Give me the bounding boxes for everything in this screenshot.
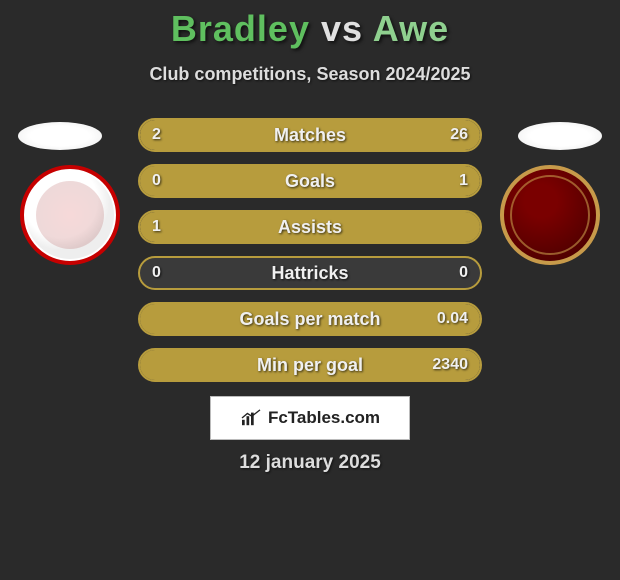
player1-name: Bradley bbox=[171, 8, 310, 49]
vs-separator: vs bbox=[321, 8, 363, 49]
stat-row-hattricks: 0 Hattricks 0 bbox=[138, 256, 482, 290]
club-crest-left bbox=[20, 165, 120, 265]
date-label: 12 january 2025 bbox=[0, 452, 620, 474]
stat-row-goals-per-match: Goals per match 0.04 bbox=[138, 302, 482, 336]
stat-row-goals: 0 Goals 1 bbox=[138, 164, 482, 198]
club-crest-right bbox=[500, 165, 600, 265]
stat-label: Goals per match bbox=[140, 304, 480, 334]
stat-value-right: 2340 bbox=[432, 350, 468, 380]
flag-right bbox=[518, 122, 602, 150]
stats-container: 2 Matches 26 0 Goals 1 1 Assists 0 Hattr… bbox=[138, 118, 482, 394]
stat-label: Matches bbox=[140, 120, 480, 150]
stat-label: Hattricks bbox=[140, 258, 480, 288]
stat-row-matches: 2 Matches 26 bbox=[138, 118, 482, 152]
stat-label: Min per goal bbox=[140, 350, 480, 380]
subtitle: Club competitions, Season 2024/2025 bbox=[0, 64, 620, 85]
flag-left bbox=[18, 122, 102, 150]
stat-label: Goals bbox=[140, 166, 480, 196]
stat-value-right: 0 bbox=[459, 258, 468, 288]
brand-text: FcTables.com bbox=[268, 408, 380, 428]
comparison-title: Bradley vs Awe bbox=[0, 0, 620, 50]
stat-value-right: 1 bbox=[459, 166, 468, 196]
stat-label: Assists bbox=[140, 212, 480, 242]
stat-row-min-per-goal: Min per goal 2340 bbox=[138, 348, 482, 382]
stat-value-right: 26 bbox=[450, 120, 468, 150]
brand-link[interactable]: FcTables.com bbox=[210, 396, 410, 440]
player2-name: Awe bbox=[373, 8, 449, 49]
stat-row-assists: 1 Assists bbox=[138, 210, 482, 244]
chart-icon bbox=[240, 409, 262, 427]
stat-value-right: 0.04 bbox=[437, 304, 468, 334]
